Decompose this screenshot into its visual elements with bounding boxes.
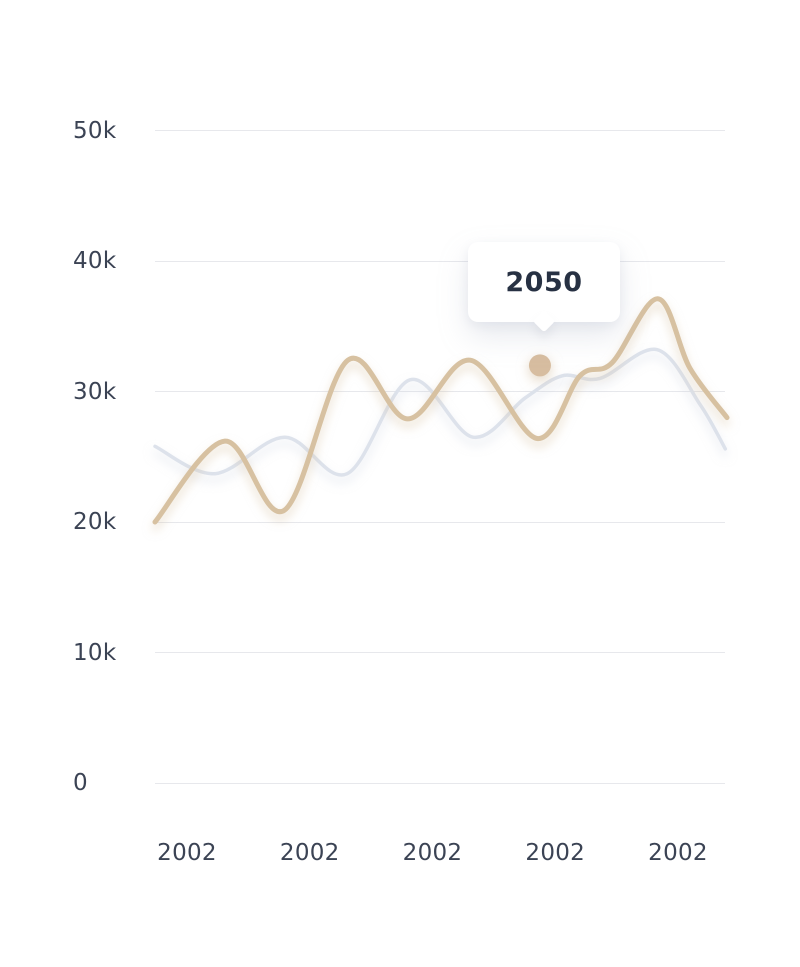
y-axis-tick-label: 40k: [73, 248, 117, 274]
x-axis-tick-label: 2002: [648, 840, 708, 866]
y-axis-tick-label: 10k: [73, 639, 117, 666]
x-axis-tick-label: 2002: [279, 840, 340, 866]
series-line-primary[interactable]: [152, 296, 730, 525]
active-point-marker[interactable]: [528, 354, 551, 377]
y-axis-tick-label: 20k: [73, 509, 117, 535]
tooltip: 2050: [467, 242, 620, 323]
x-axis-tick-label: 2002: [157, 840, 217, 866]
gridline: [155, 652, 725, 653]
gridline: [155, 391, 725, 392]
series-line-secondary[interactable]: [153, 347, 728, 477]
gridline: [155, 782, 725, 784]
y-axis-tick-label: 0: [73, 770, 88, 796]
x-axis-tick-label: 2002: [525, 840, 586, 866]
x-axis-tick-label: 2002: [402, 840, 463, 866]
y-axis-tick-label: 30k: [73, 378, 117, 405]
tooltip-value: 2050: [505, 266, 583, 298]
gridline: [155, 130, 725, 131]
y-axis-tick-label: 50k: [73, 117, 117, 144]
gridline: [155, 260, 725, 262]
gridline: [155, 521, 725, 523]
